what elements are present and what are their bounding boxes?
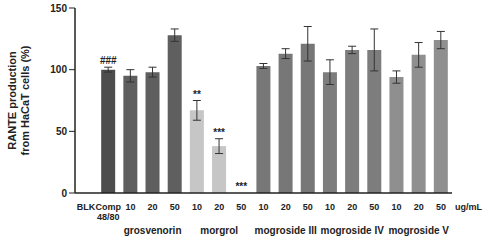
svg-text:50: 50 <box>170 202 180 212</box>
svg-text:10: 10 <box>192 202 202 212</box>
svg-text:mogroside III: mogroside III <box>255 225 317 236</box>
svg-text:20: 20 <box>347 202 357 212</box>
svg-text:mogroside V: mogroside V <box>388 225 449 236</box>
svg-text:morgrol: morgrol <box>200 225 238 236</box>
svg-text:***: *** <box>213 127 225 138</box>
svg-text:ug/mL: ug/mL <box>455 202 482 212</box>
svg-text:20: 20 <box>148 202 158 212</box>
svg-text:20: 20 <box>214 202 224 212</box>
svg-text:BLK: BLK <box>77 202 96 212</box>
svg-text:**: ** <box>193 89 201 100</box>
svg-text:150: 150 <box>50 3 67 14</box>
svg-text:50: 50 <box>56 126 68 137</box>
svg-text:10: 10 <box>325 202 335 212</box>
svg-text:100: 100 <box>50 64 67 75</box>
svg-text:***: *** <box>235 181 247 192</box>
svg-text:10: 10 <box>392 202 402 212</box>
svg-text:10: 10 <box>258 202 268 212</box>
svg-text:0: 0 <box>61 188 67 199</box>
svg-text:50: 50 <box>436 202 446 212</box>
svg-text:50: 50 <box>236 202 246 212</box>
svg-text:RANTE productionfrom HaCaT cel: RANTE productionfrom HaCaT cells (%) <box>8 45 31 155</box>
svg-text:mogroside IV: mogroside IV <box>321 225 385 236</box>
svg-text:###: ### <box>100 55 117 66</box>
svg-text:50: 50 <box>303 202 313 212</box>
svg-text:20: 20 <box>414 202 424 212</box>
svg-text:Comp48/80: Comp48/80 <box>96 202 122 222</box>
svg-text:grosvenorin: grosvenorin <box>124 225 182 236</box>
svg-text:20: 20 <box>281 202 291 212</box>
svg-text:10: 10 <box>125 202 135 212</box>
svg-text:50: 50 <box>369 202 379 212</box>
